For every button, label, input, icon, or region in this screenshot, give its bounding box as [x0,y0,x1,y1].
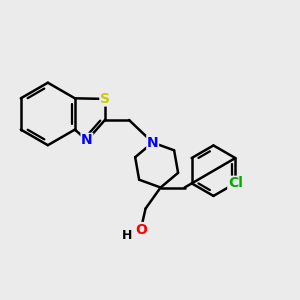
Text: S: S [100,92,110,106]
Text: N: N [147,136,158,149]
Text: H: H [122,229,133,242]
Text: Cl: Cl [228,176,243,190]
Text: N: N [81,134,93,147]
Text: O: O [135,223,147,237]
